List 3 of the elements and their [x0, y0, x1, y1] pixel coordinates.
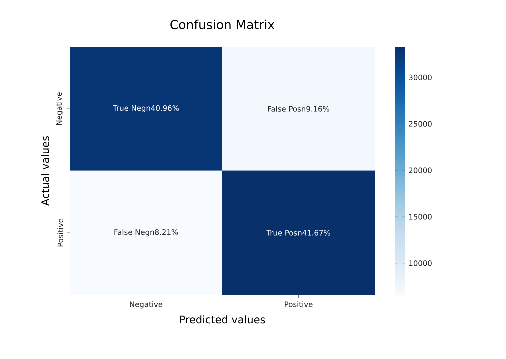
chart-title: Confusion Matrix	[170, 20, 275, 30]
y-axis-title: Actual values	[41, 136, 50, 206]
x-axis-title: Predicted values	[180, 316, 266, 324]
